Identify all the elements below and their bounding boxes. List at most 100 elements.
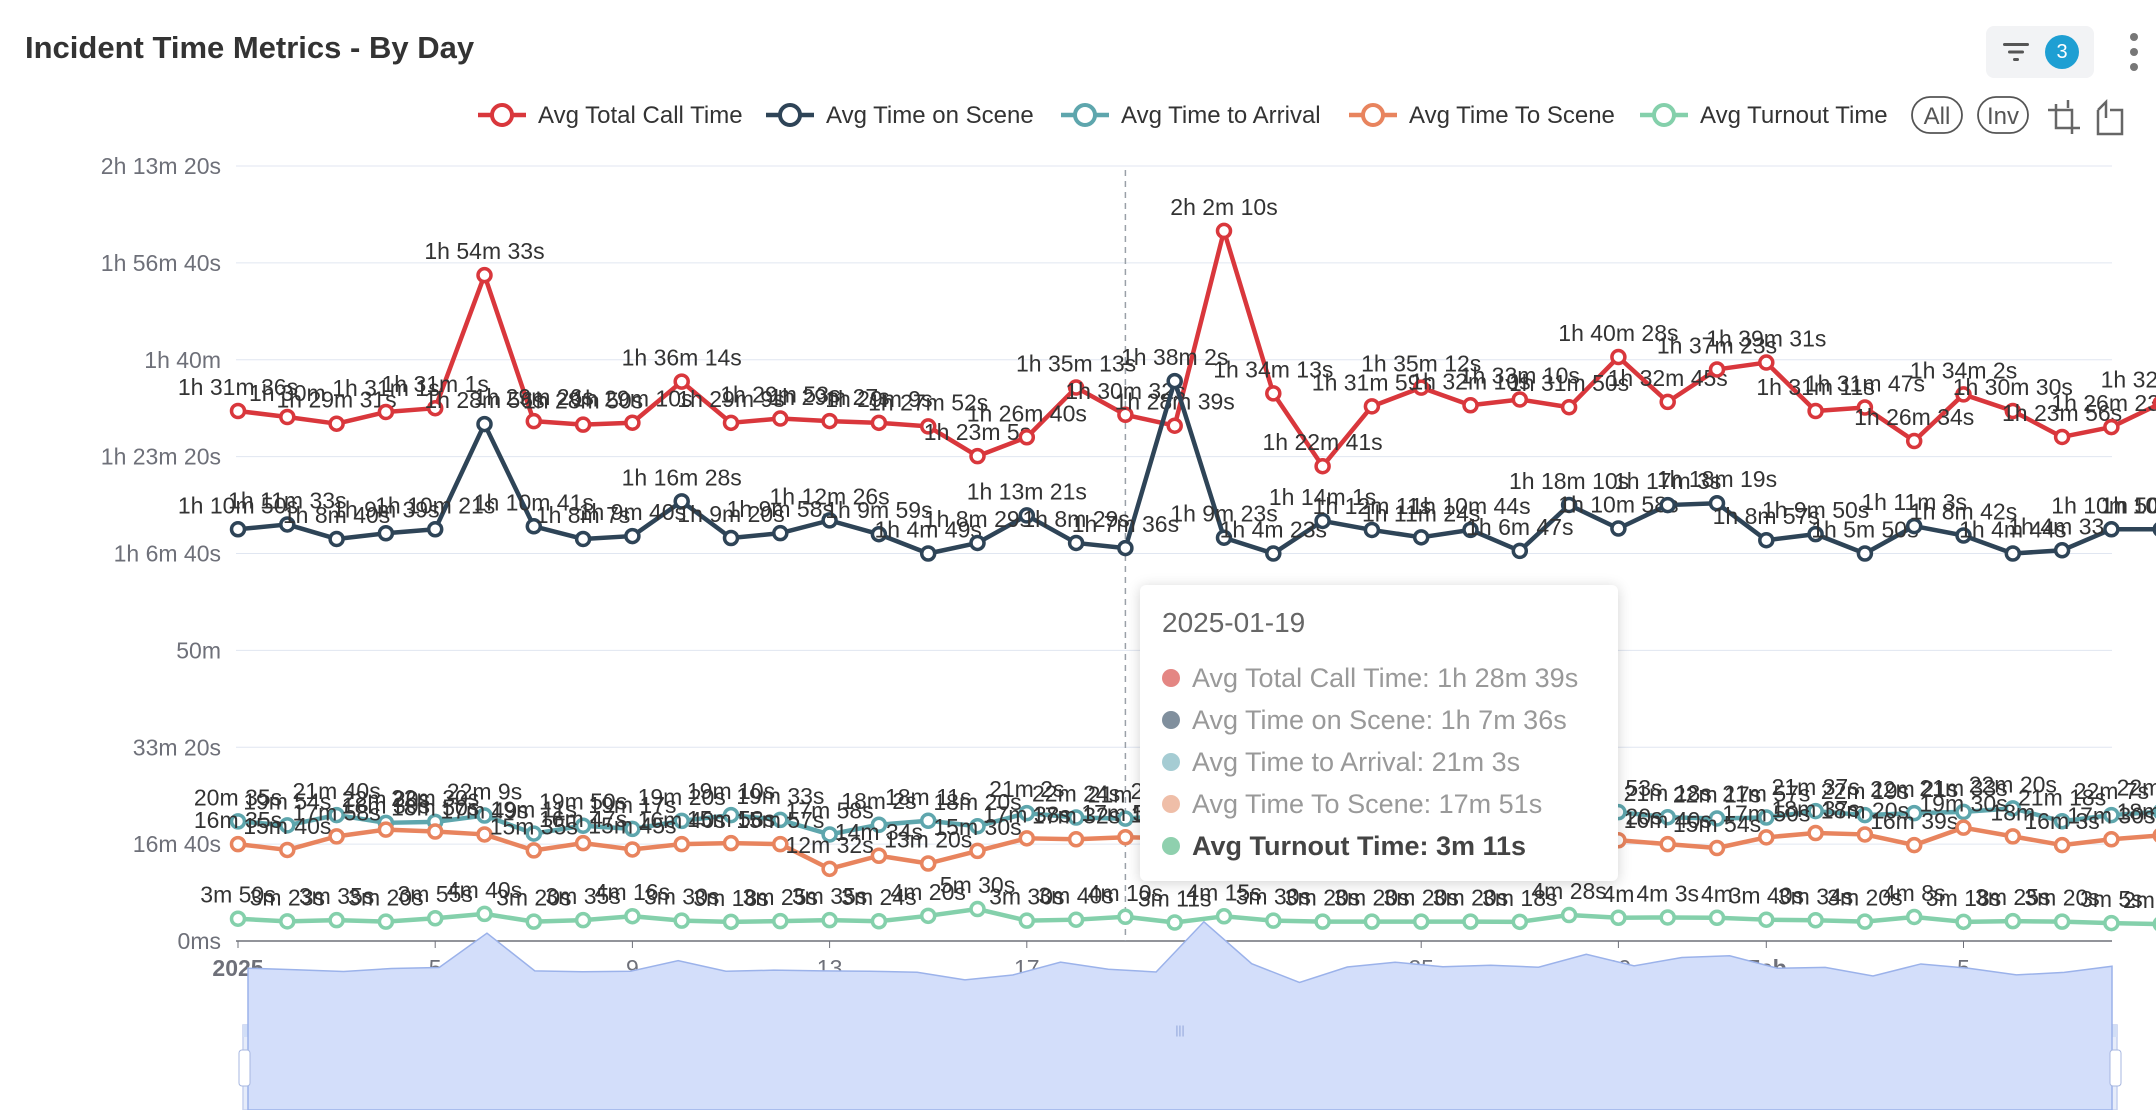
data-point[interactable]	[1659, 393, 1676, 411]
data-point[interactable]	[1560, 906, 1578, 924]
data-point[interactable]	[1856, 399, 1874, 416]
data-point[interactable]	[476, 415, 493, 433]
data-point[interactable]	[426, 521, 444, 538]
data-point[interactable]	[821, 911, 838, 929]
data-point[interactable]	[2004, 828, 2022, 845]
legend-item[interactable]: Avg Time to Arrival	[1061, 102, 1321, 129]
data-point[interactable]	[1511, 913, 1529, 931]
data-point[interactable]	[574, 911, 592, 929]
legend-item[interactable]: Avg Time on Scene	[766, 102, 1034, 129]
data-point[interactable]	[1511, 391, 1529, 408]
legend-inv-button[interactable]: Inv	[1977, 96, 2029, 134]
data-point[interactable]	[624, 527, 641, 545]
data-point[interactable]	[722, 834, 740, 852]
data-point[interactable]	[969, 900, 986, 918]
data-point[interactable]	[1856, 826, 1874, 843]
data-point[interactable]	[1067, 831, 1085, 848]
data-point[interactable]	[229, 910, 247, 927]
data-point[interactable]	[1659, 909, 1676, 926]
data-point[interactable]	[525, 842, 543, 859]
data-point[interactable]	[1758, 354, 1775, 371]
data-point[interactable]	[1314, 913, 1331, 930]
data-point[interactable]	[328, 828, 345, 845]
data-point[interactable]	[1708, 839, 1726, 857]
data-point[interactable]	[1462, 397, 1479, 414]
data-point[interactable]	[1117, 828, 1134, 846]
data-point[interactable]	[624, 820, 641, 838]
data-zoom-slider[interactable]: |||	[238, 920, 2122, 1110]
data-point[interactable]	[279, 913, 296, 930]
data-point[interactable]	[377, 525, 395, 542]
data-point[interactable]	[722, 806, 740, 824]
data-point[interactable]	[1659, 496, 1676, 514]
data-point[interactable]	[377, 821, 395, 838]
data-point[interactable]	[1363, 398, 1381, 415]
data-point[interactable]	[673, 835, 690, 853]
data-point[interactable]	[1955, 527, 1972, 544]
data-point[interactable]	[1117, 810, 1134, 827]
data-point[interactable]	[1018, 912, 1036, 929]
data-point[interactable]	[1412, 913, 1430, 930]
data-point[interactable]	[1807, 824, 1824, 842]
data-point[interactable]	[1905, 432, 1923, 450]
data-point[interactable]	[1758, 531, 1775, 549]
data-point[interactable]	[722, 414, 740, 432]
data-point[interactable]	[673, 812, 690, 830]
data-point[interactable]	[2004, 545, 2022, 562]
data-point[interactable]	[279, 516, 296, 533]
data-point[interactable]	[1856, 806, 1874, 824]
data-point[interactable]	[426, 909, 444, 927]
data-point[interactable]	[1758, 829, 1775, 846]
data-point[interactable]	[1117, 406, 1134, 424]
data-point[interactable]	[1462, 913, 1479, 930]
data-point[interactable]	[426, 823, 444, 840]
data-point[interactable]	[1412, 529, 1430, 546]
zoom-handle-right[interactable]	[2109, 1049, 2122, 1087]
data-point[interactable]	[1905, 908, 1923, 926]
data-point[interactable]	[229, 835, 247, 853]
data-point[interactable]	[1807, 912, 1824, 929]
data-point[interactable]	[1067, 534, 1085, 552]
data-point[interactable]	[1215, 529, 1233, 546]
data-point[interactable]	[1363, 913, 1381, 930]
data-point[interactable]	[2053, 913, 2071, 930]
data-point[interactable]	[1758, 911, 1775, 928]
data-point[interactable]	[1018, 830, 1036, 847]
data-point[interactable]	[870, 414, 888, 432]
data-point[interactable]	[919, 545, 937, 562]
legend-item[interactable]: Avg Total Call Time	[478, 102, 743, 129]
data-point[interactable]	[1166, 372, 1183, 390]
data-point[interactable]	[377, 913, 395, 930]
data-point[interactable]	[377, 403, 395, 421]
data-point[interactable]	[1807, 802, 1824, 820]
data-point[interactable]	[476, 807, 493, 824]
data-point[interactable]	[229, 402, 247, 420]
data-point[interactable]	[969, 817, 986, 835]
data-point[interactable]	[2053, 813, 2071, 830]
data-point[interactable]	[1955, 803, 1972, 821]
data-point[interactable]	[1511, 542, 1529, 560]
data-point[interactable]	[1856, 545, 1874, 562]
data-point[interactable]	[476, 266, 493, 284]
data-point[interactable]	[525, 913, 543, 930]
data-point[interactable]	[525, 825, 543, 842]
data-point[interactable]	[1363, 521, 1381, 539]
data-point[interactable]	[821, 412, 838, 430]
data-point[interactable]	[1166, 914, 1183, 931]
data-point[interactable]	[2103, 806, 2120, 824]
data-point[interactable]	[1708, 361, 1726, 378]
data-point[interactable]	[1955, 386, 1972, 403]
data-point[interactable]	[1955, 819, 1972, 836]
data-point[interactable]	[1807, 525, 1824, 543]
data-point[interactable]	[821, 826, 838, 843]
data-point[interactable]	[772, 835, 789, 853]
data-point[interactable]	[1265, 912, 1282, 929]
data-point[interactable]	[1314, 457, 1331, 475]
data-point[interactable]	[870, 912, 888, 930]
data-point[interactable]	[1560, 398, 1578, 416]
legend-item[interactable]: Avg Time To Scene	[1349, 102, 1615, 129]
data-zoom-icon[interactable]	[2048, 100, 2080, 134]
data-point[interactable]	[1462, 521, 1479, 539]
data-point[interactable]	[2103, 831, 2120, 848]
data-point[interactable]	[2004, 800, 2022, 817]
